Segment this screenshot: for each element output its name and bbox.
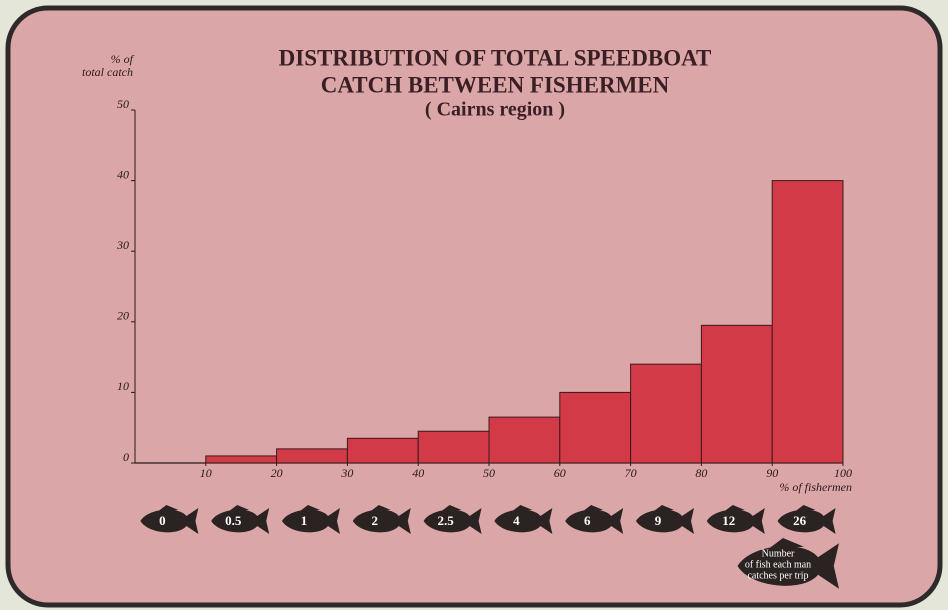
bar	[772, 181, 843, 463]
fish-label: 9	[655, 513, 662, 528]
fish-label: 0	[159, 513, 166, 528]
fish-label: 26	[793, 513, 807, 528]
bar	[347, 438, 418, 463]
y-axis-label: % of	[111, 52, 135, 66]
x-tick-label: 60	[554, 466, 566, 480]
bar	[206, 456, 277, 463]
fish-note: catches per trip	[747, 570, 808, 581]
chart-subtitle: ( Cairns region )	[425, 99, 565, 121]
bar	[489, 417, 560, 463]
y-tick-label: 50	[117, 97, 129, 111]
x-tick-label: 100	[834, 466, 852, 480]
x-tick-label: 30	[340, 466, 353, 480]
bar	[277, 449, 348, 463]
fish-label: 6	[584, 513, 591, 528]
bar	[418, 431, 489, 463]
fish-label: 4	[513, 513, 520, 528]
x-tick-label: 50	[483, 466, 495, 480]
x-tick-label: 10	[200, 466, 212, 480]
fish-label: 12	[722, 513, 735, 528]
x-tick-label: 20	[271, 466, 283, 480]
y-tick-label: 20	[117, 309, 129, 323]
x-axis-label: % of fishermen	[779, 480, 852, 494]
y-axis-label: total catch	[82, 65, 133, 79]
y-tick-label: 0	[123, 450, 129, 464]
x-tick-label: 40	[412, 466, 424, 480]
chart-title: CATCH BETWEEN FISHERMEN	[321, 72, 670, 97]
y-tick-label: 30	[116, 238, 129, 252]
fish-note: of fish each man	[745, 559, 811, 570]
chart: DISTRIBUTION OF TOTAL SPEEDBOAT CATCH BE…	[0, 0, 948, 610]
x-tick-label: 90	[766, 466, 778, 480]
chart-title: DISTRIBUTION OF TOTAL SPEEDBOAT	[279, 45, 712, 70]
fish-label: 2	[372, 513, 379, 528]
fish-label: 1	[301, 513, 308, 528]
bar	[560, 392, 631, 463]
fish-label: 0.5	[225, 513, 242, 528]
x-tick-label: 70	[625, 466, 637, 480]
fish-note: Number	[762, 548, 795, 559]
y-tick-label: 40	[117, 167, 129, 181]
bar	[631, 364, 702, 463]
fish-label: 2.5	[437, 513, 454, 528]
bar	[701, 325, 772, 463]
x-tick-label: 80	[695, 466, 707, 480]
y-tick-label: 10	[117, 379, 129, 393]
